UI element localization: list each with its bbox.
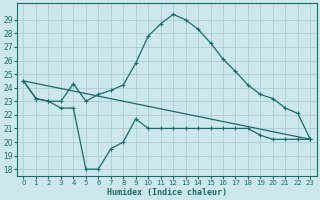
- X-axis label: Humidex (Indice chaleur): Humidex (Indice chaleur): [107, 188, 227, 197]
